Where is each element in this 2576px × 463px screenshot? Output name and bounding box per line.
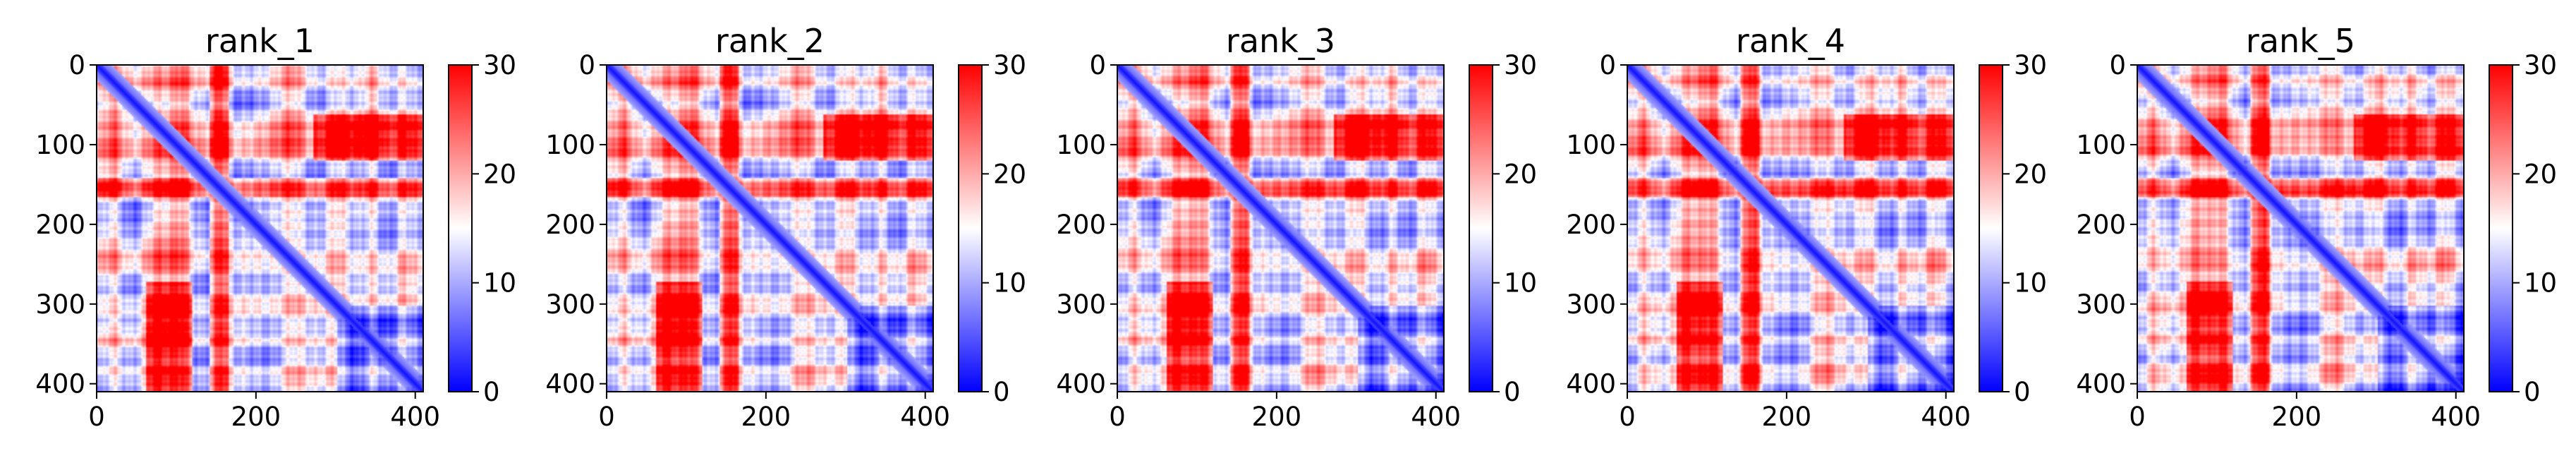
x-tick-label: 200 <box>1762 402 1812 432</box>
colorbar-tick-label: 30 <box>483 50 516 80</box>
y-tick-label: 100 <box>545 130 595 160</box>
x-tick-label: 200 <box>1252 402 1302 432</box>
y-tick-label: 300 <box>545 289 595 320</box>
colorbar-tick-label: 30 <box>993 50 1026 80</box>
colorbar <box>1979 64 2003 392</box>
chart-title: rank_4 <box>1736 22 1845 60</box>
colorbar-tick-label: 20 <box>1504 159 1537 189</box>
colorbar-tick-label: 10 <box>993 268 1026 299</box>
y-tick-label: 100 <box>35 130 85 160</box>
x-tick-label: 200 <box>231 402 281 432</box>
colorbar <box>958 64 983 392</box>
y-tick-label: 300 <box>35 289 85 320</box>
colorbar-tick-label: 10 <box>2524 268 2557 299</box>
chart-title: rank_5 <box>2246 22 2355 60</box>
y-tick-label: 400 <box>1566 369 1616 399</box>
axes-frame <box>96 64 424 392</box>
axes-frame <box>2137 64 2465 392</box>
heatmap-image <box>1117 65 1444 392</box>
x-tick-label: 0 <box>2129 402 2146 432</box>
y-tick-label: 200 <box>2076 210 2126 240</box>
y-tick-label: 200 <box>545 210 595 240</box>
x-tick-label: 0 <box>1109 402 1126 432</box>
colorbar-tick-label: 30 <box>2524 50 2557 80</box>
colorbar-tick-label: 20 <box>2014 159 2047 189</box>
colorbar-tick-label: 0 <box>2524 377 2541 407</box>
colorbar <box>1469 64 1493 392</box>
colorbar-tick-label: 10 <box>483 268 516 299</box>
y-tick-label: 200 <box>1566 210 1616 240</box>
colorbar-tick-label: 30 <box>2014 50 2047 80</box>
colorbar-tick-label: 0 <box>2014 377 2031 407</box>
colorbar-tick-label: 20 <box>993 159 1026 189</box>
axes-frame <box>606 64 934 392</box>
x-tick-label: 200 <box>2272 402 2322 432</box>
heatmap-image <box>2137 65 2464 392</box>
x-tick-label: 0 <box>1619 402 1636 432</box>
x-tick-label: 200 <box>741 402 791 432</box>
y-tick-label: 400 <box>35 369 85 399</box>
colorbar-tick-label: 10 <box>1504 268 1537 299</box>
y-tick-label: 100 <box>1056 130 1106 160</box>
x-tick-label: 400 <box>2431 402 2481 432</box>
chart-title: rank_2 <box>715 22 825 60</box>
colorbar-tick-label: 0 <box>483 377 500 407</box>
axes-frame <box>1627 64 1955 392</box>
x-tick-label: 400 <box>1921 402 1971 432</box>
y-tick-label: 0 <box>2109 50 2126 80</box>
colorbar-tick-label: 0 <box>1504 377 1521 407</box>
colorbar-tick-label: 20 <box>483 159 516 189</box>
y-tick-label: 300 <box>2076 289 2126 320</box>
x-tick-label: 0 <box>88 402 105 432</box>
y-tick-label: 100 <box>1566 130 1616 160</box>
y-tick-label: 200 <box>35 210 85 240</box>
colorbar-tick-label: 20 <box>2524 159 2557 189</box>
x-tick-label: 0 <box>598 402 615 432</box>
axes-frame <box>1117 64 1445 392</box>
y-tick-label: 0 <box>578 50 595 80</box>
chart-title: rank_1 <box>205 22 315 60</box>
heatmap-image <box>1627 65 1954 392</box>
y-tick-label: 0 <box>1089 50 1106 80</box>
y-tick-label: 400 <box>545 369 595 399</box>
y-tick-label: 0 <box>68 50 85 80</box>
x-tick-label: 400 <box>900 402 950 432</box>
y-tick-label: 400 <box>1056 369 1106 399</box>
colorbar-tick-label: 10 <box>2014 268 2047 299</box>
colorbar-tick-label: 30 <box>1504 50 1537 80</box>
colorbar <box>448 64 473 392</box>
y-tick-label: 200 <box>1056 210 1106 240</box>
chart-title: rank_3 <box>1226 22 1335 60</box>
x-tick-label: 400 <box>390 402 440 432</box>
colorbar-tick-label: 0 <box>993 377 1010 407</box>
y-tick-label: 0 <box>1599 50 1616 80</box>
x-tick-label: 400 <box>1411 402 1461 432</box>
y-tick-label: 400 <box>2076 369 2126 399</box>
heatmap-image <box>97 65 423 392</box>
colorbar <box>2489 64 2513 392</box>
y-tick-label: 300 <box>1566 289 1616 320</box>
y-tick-label: 100 <box>2076 130 2126 160</box>
heatmap-image <box>607 65 933 392</box>
y-tick-label: 300 <box>1056 289 1106 320</box>
